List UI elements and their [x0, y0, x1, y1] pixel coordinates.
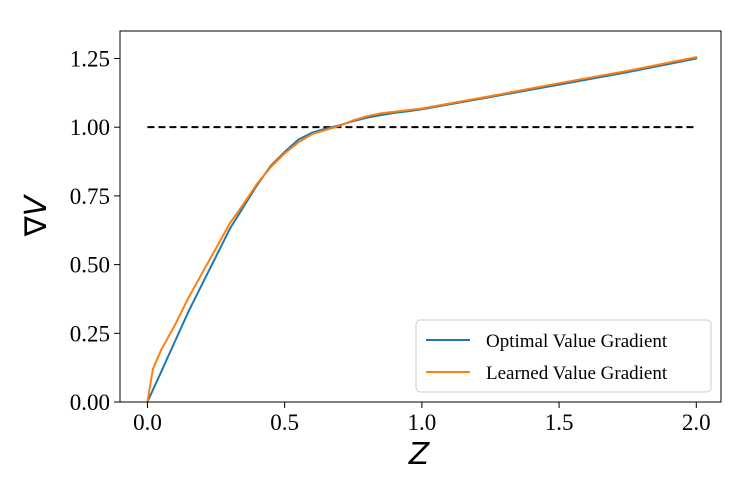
series-line-1: [146, 56, 698, 403]
x-tick-label: 0.5: [270, 410, 299, 435]
x-axis-label: Z: [408, 437, 431, 472]
y-tick-label: 1.25: [70, 46, 110, 71]
y-axis: 0.00 0.25 0.50 0.75 1.00 1.25: [70, 46, 120, 415]
y-tick-label: 0.50: [70, 253, 110, 278]
legend-entry: Learned Value Gradient: [486, 363, 668, 384]
x-axis: 0.0 0.5 1.0 1.5 2.0: [133, 402, 711, 435]
x-tick-label: 1.0: [407, 410, 436, 435]
plot-frame: [119, 30, 722, 403]
x-tick-label: 1.5: [545, 410, 574, 435]
plot-area: [119, 30, 722, 403]
y-tick-label: 0.75: [70, 184, 110, 209]
x-tick-label: 2.0: [682, 410, 711, 435]
legend-entry: Optimal Value Gradient: [486, 331, 668, 352]
y-tick-label: 0.00: [70, 390, 110, 415]
y-tick-label: 0.25: [70, 321, 110, 346]
y-tick-label: 1.00: [70, 115, 110, 140]
legend-box: [415, 319, 712, 393]
legend: Optimal Value Gradient Learned Value Grad…: [415, 319, 712, 393]
x-tick-label: 0.0: [133, 410, 162, 435]
y-axis-label: ∇V: [19, 193, 54, 237]
